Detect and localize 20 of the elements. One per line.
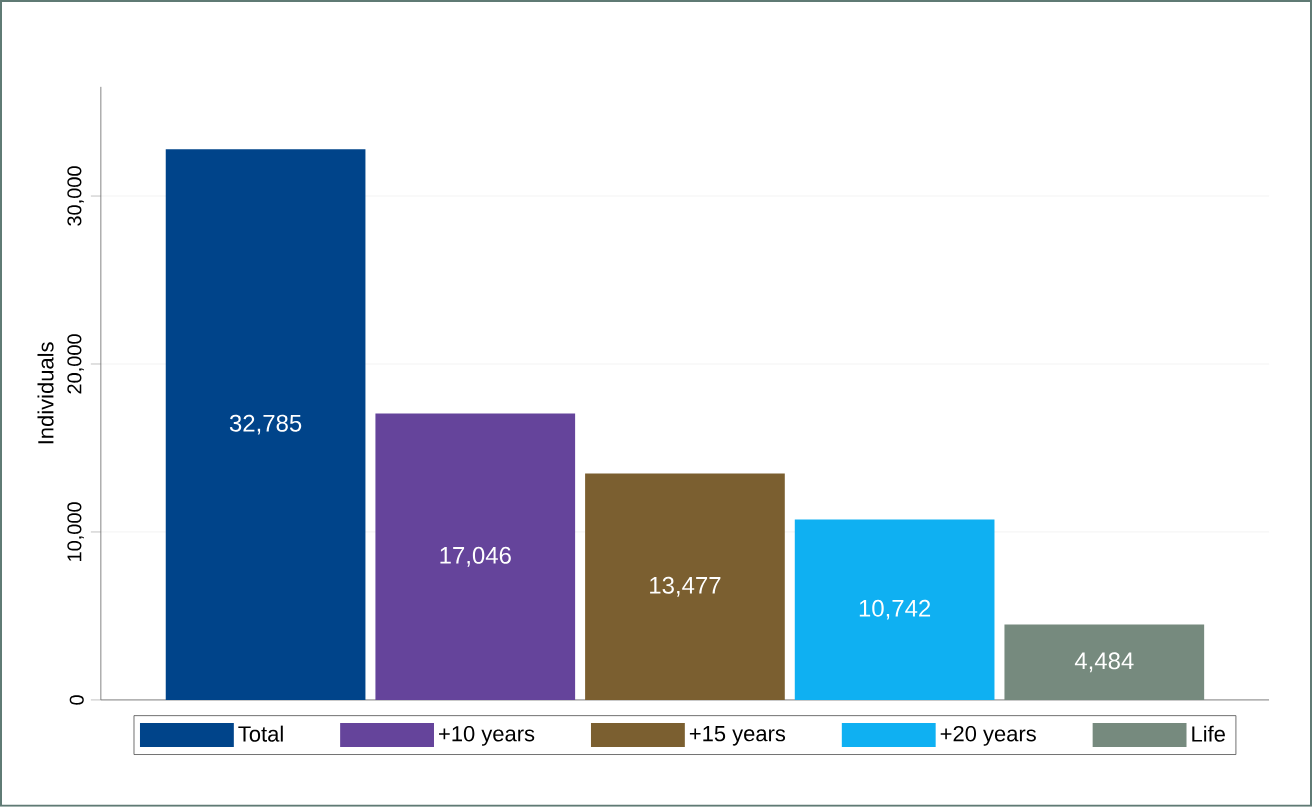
bar [165,149,366,701]
legend-label: Life [1192,725,1225,742]
data-label: 10,742 [859,599,931,620]
legend-label: Total [238,725,283,742]
bar [794,519,995,701]
bar [585,473,785,701]
data-label: 4,484 [1074,652,1134,673]
bar [1004,624,1205,701]
data-label: 13,477 [650,576,721,597]
data-label: 17,046 [440,547,511,567]
legend-label: +20 years [940,726,1036,746]
bar [375,413,576,701]
y-tick-label: 0 [69,695,84,705]
data-label: 32,785 [229,414,302,435]
legend-label: +15 years [689,726,786,746]
y-tick-label: 10,000 [67,502,84,562]
y-axis-title: Individuals [37,342,54,444]
legend-label: +10 years [439,726,535,746]
y-tick-label: 20,000 [67,334,84,394]
y-tick-label: 30,000 [67,166,84,226]
